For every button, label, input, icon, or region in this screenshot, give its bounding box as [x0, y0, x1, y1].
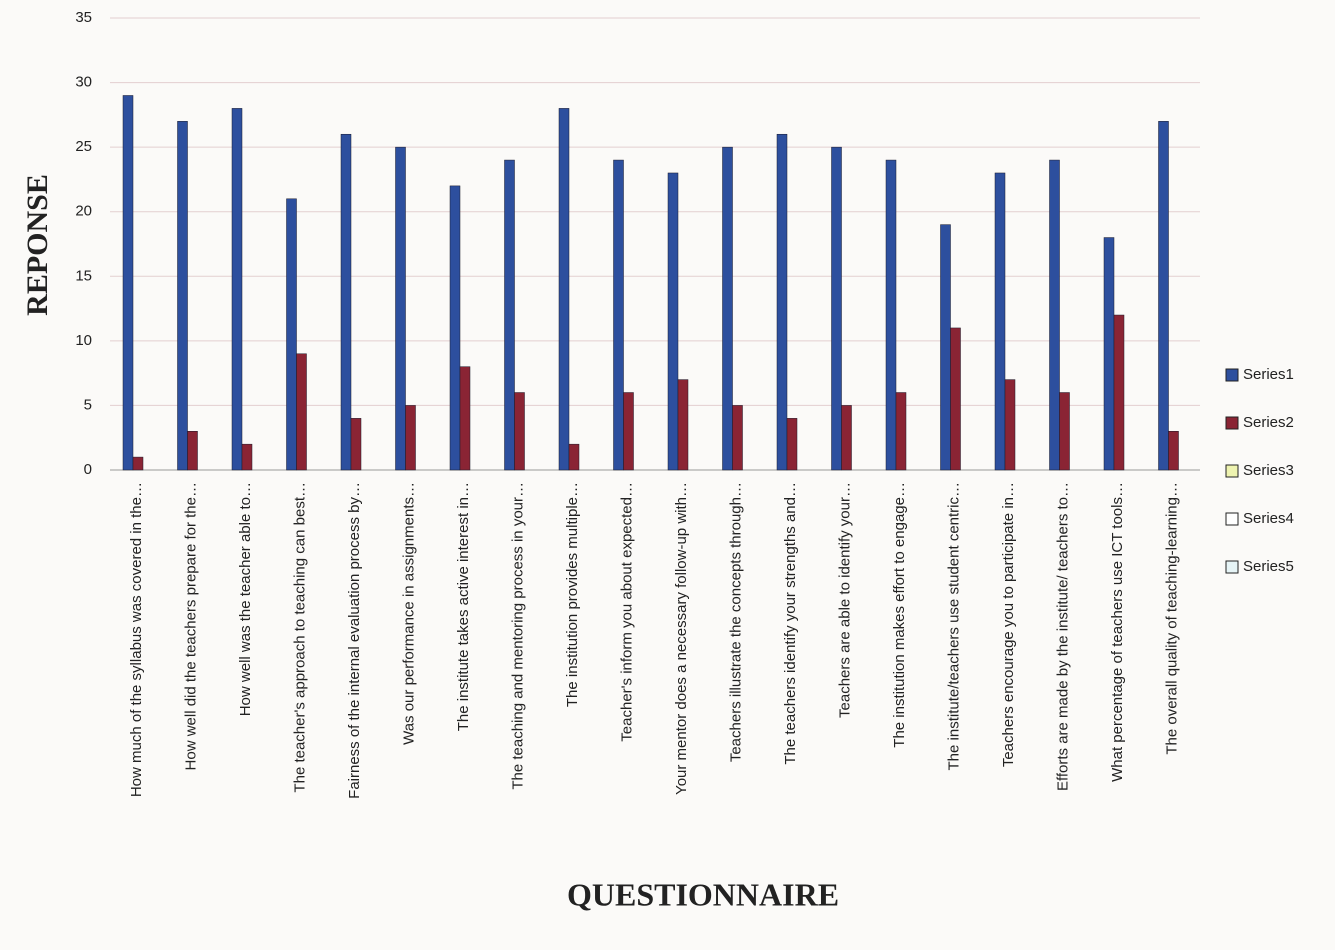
y-tick-label: 0: [84, 461, 92, 478]
bar: [1103, 237, 1115, 471]
x-axis-label: QUESTIONNAIRE: [567, 876, 839, 912]
bar: [677, 379, 689, 471]
y-axis-label: REPONSE: [21, 174, 54, 316]
x-tick-label: The institution makes effort to engage…: [891, 482, 908, 748]
x-tick-label: How well was the teacher able to…: [237, 482, 254, 716]
x-tick-label: Fairness of the internal evaluation proc…: [346, 482, 363, 799]
legend-label: Series1: [1243, 366, 1294, 383]
bar: [296, 353, 307, 471]
bar: [449, 185, 461, 471]
legend-swatch: [1225, 416, 1239, 430]
bar: [558, 108, 570, 471]
x-tick-label: The teachers identify your strengths and…: [782, 482, 799, 765]
bar: [1158, 121, 1169, 471]
x-tick-label: The overall quality of teaching-learning…: [1164, 482, 1181, 755]
legend-label: Series3: [1243, 462, 1294, 479]
y-tick-label: 35: [75, 9, 92, 26]
bar: [568, 443, 580, 471]
x-tick-label: Teachers are able to identify your…: [837, 482, 854, 718]
x-tick-label: Was our performance in assignments…: [401, 482, 418, 745]
bar: [722, 146, 733, 471]
bar: [395, 146, 406, 471]
legend-swatch: [1225, 368, 1239, 382]
bar: [895, 392, 907, 471]
bar: [340, 133, 352, 471]
bar: [732, 405, 743, 471]
x-tick-label: The teacher's approach to teaching can b…: [292, 482, 309, 793]
bar: [132, 456, 144, 471]
bar: [514, 392, 525, 471]
bar: [994, 172, 1006, 471]
x-tick-label: What percentage of teachers use ICT tool…: [1109, 482, 1126, 782]
bar: [241, 443, 253, 471]
y-tick-label: 30: [75, 74, 92, 91]
bar: [667, 172, 679, 471]
legend-swatch: [1225, 512, 1239, 526]
bar: [776, 133, 788, 471]
bar: [122, 95, 134, 471]
bar: [1168, 431, 1179, 471]
legend-swatch: [1225, 560, 1239, 574]
legend-swatch: [1225, 464, 1239, 478]
y-tick-label: 5: [84, 396, 92, 413]
x-tick-label: Your mentor does a necessary follow-up w…: [673, 482, 690, 795]
x-tick-label: The institution provides multiple…: [564, 482, 581, 707]
bar: [504, 159, 515, 471]
bar: [187, 431, 198, 471]
bar: [623, 392, 634, 471]
y-tick-label: 10: [75, 332, 92, 349]
bar: [1049, 159, 1060, 471]
x-tick-label: The teaching and mentoring process in yo…: [510, 482, 527, 790]
bar: [177, 121, 188, 471]
bar: [286, 198, 297, 471]
legend-label: Series4: [1243, 510, 1294, 527]
bar: [786, 418, 798, 471]
bar: [613, 159, 624, 471]
y-tick-label: 25: [75, 138, 92, 155]
bar: [831, 146, 842, 471]
bar: [950, 327, 961, 471]
bar: [940, 224, 951, 471]
bar: [1004, 379, 1016, 471]
bar: [841, 405, 852, 471]
x-tick-label: Teachers illustrate the concepts through…: [728, 482, 745, 762]
y-tick-label: 20: [75, 203, 92, 220]
bar: [350, 418, 362, 471]
bar: [459, 366, 471, 471]
bar: [231, 108, 243, 471]
bar: [1059, 392, 1070, 471]
x-tick-label: Teachers encourage you to participate in…: [1000, 482, 1017, 767]
bar: [885, 159, 897, 471]
bar: [1113, 314, 1125, 471]
bar: [405, 405, 416, 471]
x-tick-label: How well did the teachers prepare for th…: [183, 482, 200, 770]
x-tick-label: How much of the syllabus was covered in …: [128, 482, 145, 797]
x-tick-label: The institute/teachers use student centr…: [946, 482, 963, 770]
x-tick-label: Teacher's inform you about expected…: [619, 482, 636, 742]
legend-label: Series2: [1243, 414, 1294, 431]
y-tick-label: 15: [75, 267, 92, 284]
x-tick-label: Efforts are made by the institute/ teach…: [1055, 482, 1072, 791]
x-tick-label: The institute takes active interest in…: [455, 482, 472, 731]
legend-label: Series5: [1243, 558, 1294, 575]
